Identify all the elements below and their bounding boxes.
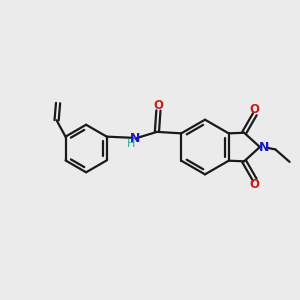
Text: N: N [130,132,141,145]
Text: O: O [250,103,260,116]
Text: H: H [127,139,135,149]
Text: N: N [259,140,269,154]
Text: O: O [250,178,260,191]
Text: O: O [153,99,164,112]
